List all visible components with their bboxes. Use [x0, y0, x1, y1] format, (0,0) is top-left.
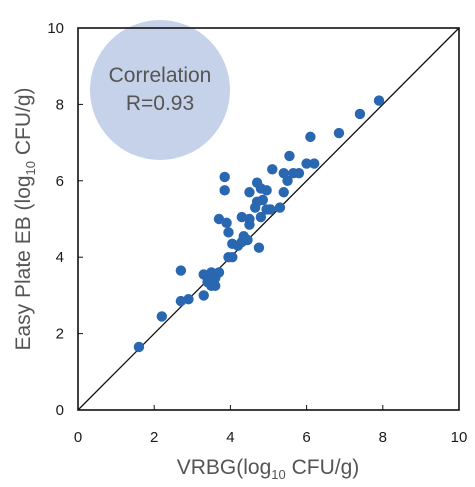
- y-axis-label-suffix: CFU/g): [12, 87, 35, 161]
- data-point-30: [244, 187, 255, 198]
- y-axis-label: Easy Plate EB (log10 CFU/g): [12, 87, 38, 350]
- x-axis-label: VRBG(log10 CFU/g): [177, 456, 360, 482]
- data-point-16: [219, 171, 230, 183]
- x-tick-label: 0: [74, 429, 82, 446]
- data-point-3: [175, 265, 187, 276]
- correlation-label: Correlation: [109, 64, 212, 87]
- x-axis-ticks: 0 2 4 6 8 10: [74, 405, 468, 446]
- correlation-badge-circle: [90, 20, 230, 160]
- x-axis-label-suffix: CFU/g): [286, 456, 360, 479]
- data-point-54: [373, 95, 385, 106]
- data-point-39: [261, 185, 272, 196]
- data-point-2: [156, 311, 168, 322]
- data-point-42: [274, 202, 286, 213]
- data-point-34: [253, 242, 265, 253]
- data-point-18: [221, 217, 232, 229]
- y-tick-label: 0: [56, 402, 64, 419]
- y-axis-label-prefix: Easy Plate EB (log: [12, 175, 35, 350]
- data-point-52: [333, 127, 345, 139]
- data-point-51: [309, 158, 320, 169]
- data-point-14: [213, 267, 225, 278]
- y-tick-label: 6: [56, 173, 64, 190]
- correlation-value: R=0.93: [126, 92, 194, 115]
- data-point-49: [301, 158, 312, 169]
- data-point-50: [305, 131, 316, 143]
- data-point-45: [282, 175, 293, 186]
- x-axis-label-prefix: VRBG(log: [177, 456, 272, 479]
- data-point-17: [219, 185, 230, 196]
- x-tick-label: 2: [150, 429, 158, 446]
- data-points: [133, 95, 385, 353]
- data-point-37: [257, 194, 268, 206]
- data-point-29: [244, 219, 255, 230]
- correlation-badge: Correlation R=0.93: [90, 20, 230, 160]
- y-tick-label: 4: [56, 249, 64, 266]
- data-point-40: [265, 204, 276, 215]
- data-point-13: [209, 280, 221, 292]
- y-axis-ticks: 0 2 4 6 8 10: [47, 20, 83, 419]
- y-tick-label: 10: [47, 20, 64, 37]
- plot-frame: [77, 27, 460, 411]
- x-tick-label: 4: [226, 429, 234, 446]
- data-point-1: [133, 341, 145, 353]
- data-point-7: [198, 290, 209, 301]
- x-tick-label: 6: [302, 429, 310, 446]
- data-point-19: [223, 227, 234, 238]
- data-point-46: [284, 150, 295, 162]
- x-tick-label: 10: [451, 429, 468, 446]
- data-point-53: [354, 108, 366, 120]
- data-point-27: [242, 234, 253, 246]
- data-point-5: [183, 294, 194, 305]
- data-point-35: [255, 211, 267, 223]
- y-tick-label: 2: [56, 326, 64, 343]
- data-point-21: [227, 252, 238, 263]
- y-axis-label-subscript: 10: [23, 161, 38, 175]
- x-tick-label: 8: [379, 429, 387, 446]
- data-point-41: [267, 164, 278, 175]
- data-point-48: [293, 167, 305, 179]
- y-tick-label: 8: [56, 96, 64, 113]
- data-point-43: [278, 187, 289, 198]
- x-axis-label-subscript: 10: [271, 467, 285, 482]
